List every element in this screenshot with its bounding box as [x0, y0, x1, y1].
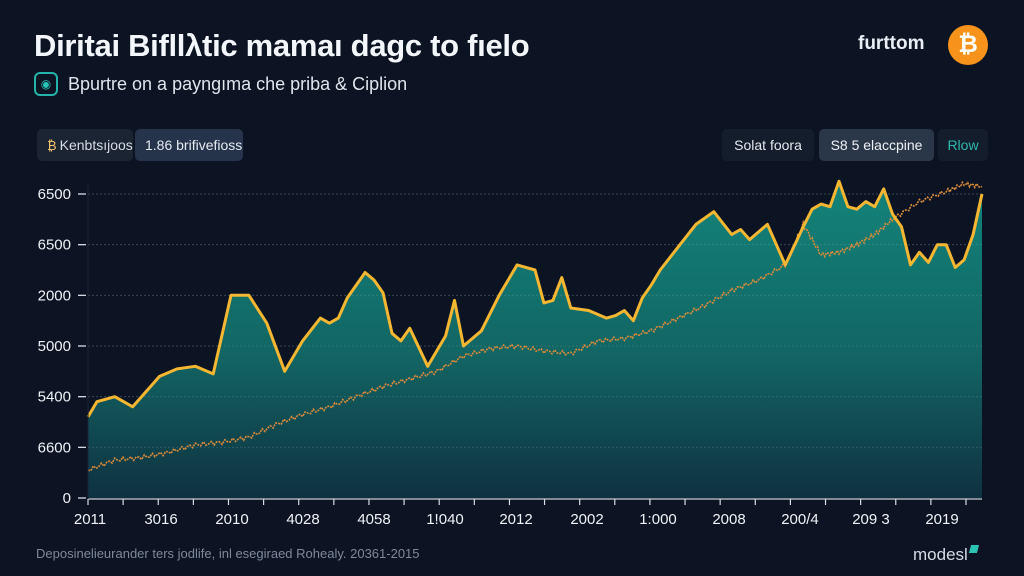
x-tick-label: 2019	[925, 511, 958, 528]
x-tick-label: 4058	[357, 511, 390, 528]
y-tick-label: 5000	[38, 338, 71, 355]
range-button-1[interactable]: Solat foora	[722, 129, 814, 161]
asset-selector-label: Kenbtsıjoos	[59, 137, 133, 153]
footer-caption: Deposinelieurander ters jodlife, inl ese…	[36, 546, 420, 561]
y-tick-label: 6500	[38, 237, 71, 254]
x-tick-label: 2011	[74, 511, 106, 528]
range-button-2[interactable]: S8 5 elaccpine	[819, 129, 934, 161]
range-button-3[interactable]: Rlow	[938, 129, 988, 161]
coin-icon: ₿	[47, 137, 57, 153]
page-subtitle: Bpurtre on a payngıma che priba & Ciplio…	[68, 73, 408, 94]
x-tick-label: 3016	[144, 511, 177, 528]
x-tick-label: 209 3	[852, 511, 890, 528]
y-tick-label: 0	[63, 490, 71, 507]
x-tick-label: 1!040	[426, 511, 464, 528]
y-tick-label: 2000	[38, 287, 71, 304]
series-line-secondary	[87, 180, 983, 472]
bitcoin-icon[interactable]: ₿	[948, 25, 988, 65]
globe-icon: ◉	[34, 72, 58, 96]
page-title: Diritai Bifllλtic mamaı dagc to fıelo	[34, 28, 530, 63]
brand-name: furttom	[858, 33, 925, 54]
area-fill	[88, 181, 982, 499]
value-display-button[interactable]: 1.86 brifivefioss	[135, 129, 243, 161]
y-tick-label: 5400	[38, 389, 71, 406]
x-tick-label: 2012	[499, 511, 532, 528]
logo: modesl	[913, 545, 979, 565]
y-tick-label: 6600	[38, 439, 71, 456]
asset-selector-button[interactable]: ₿ Kenbtsıjoos	[37, 129, 133, 161]
x-tick-label: 2008	[712, 511, 745, 528]
x-tick-label: 200/4	[781, 511, 819, 528]
series-line-primary	[86, 179, 984, 418]
subtitle-row: ◉ Bpurtre on a payngıma che priba & Cipl…	[34, 72, 407, 96]
logo-text: modesl	[913, 545, 968, 564]
x-tick-label: 2002	[570, 511, 603, 528]
x-tick-label: 1:000	[639, 511, 677, 528]
x-tick-label: 2010	[215, 511, 248, 528]
x-tick-label: 4028	[286, 511, 319, 528]
y-tick-label: 6500	[38, 186, 71, 203]
logo-mark-icon	[968, 545, 979, 553]
